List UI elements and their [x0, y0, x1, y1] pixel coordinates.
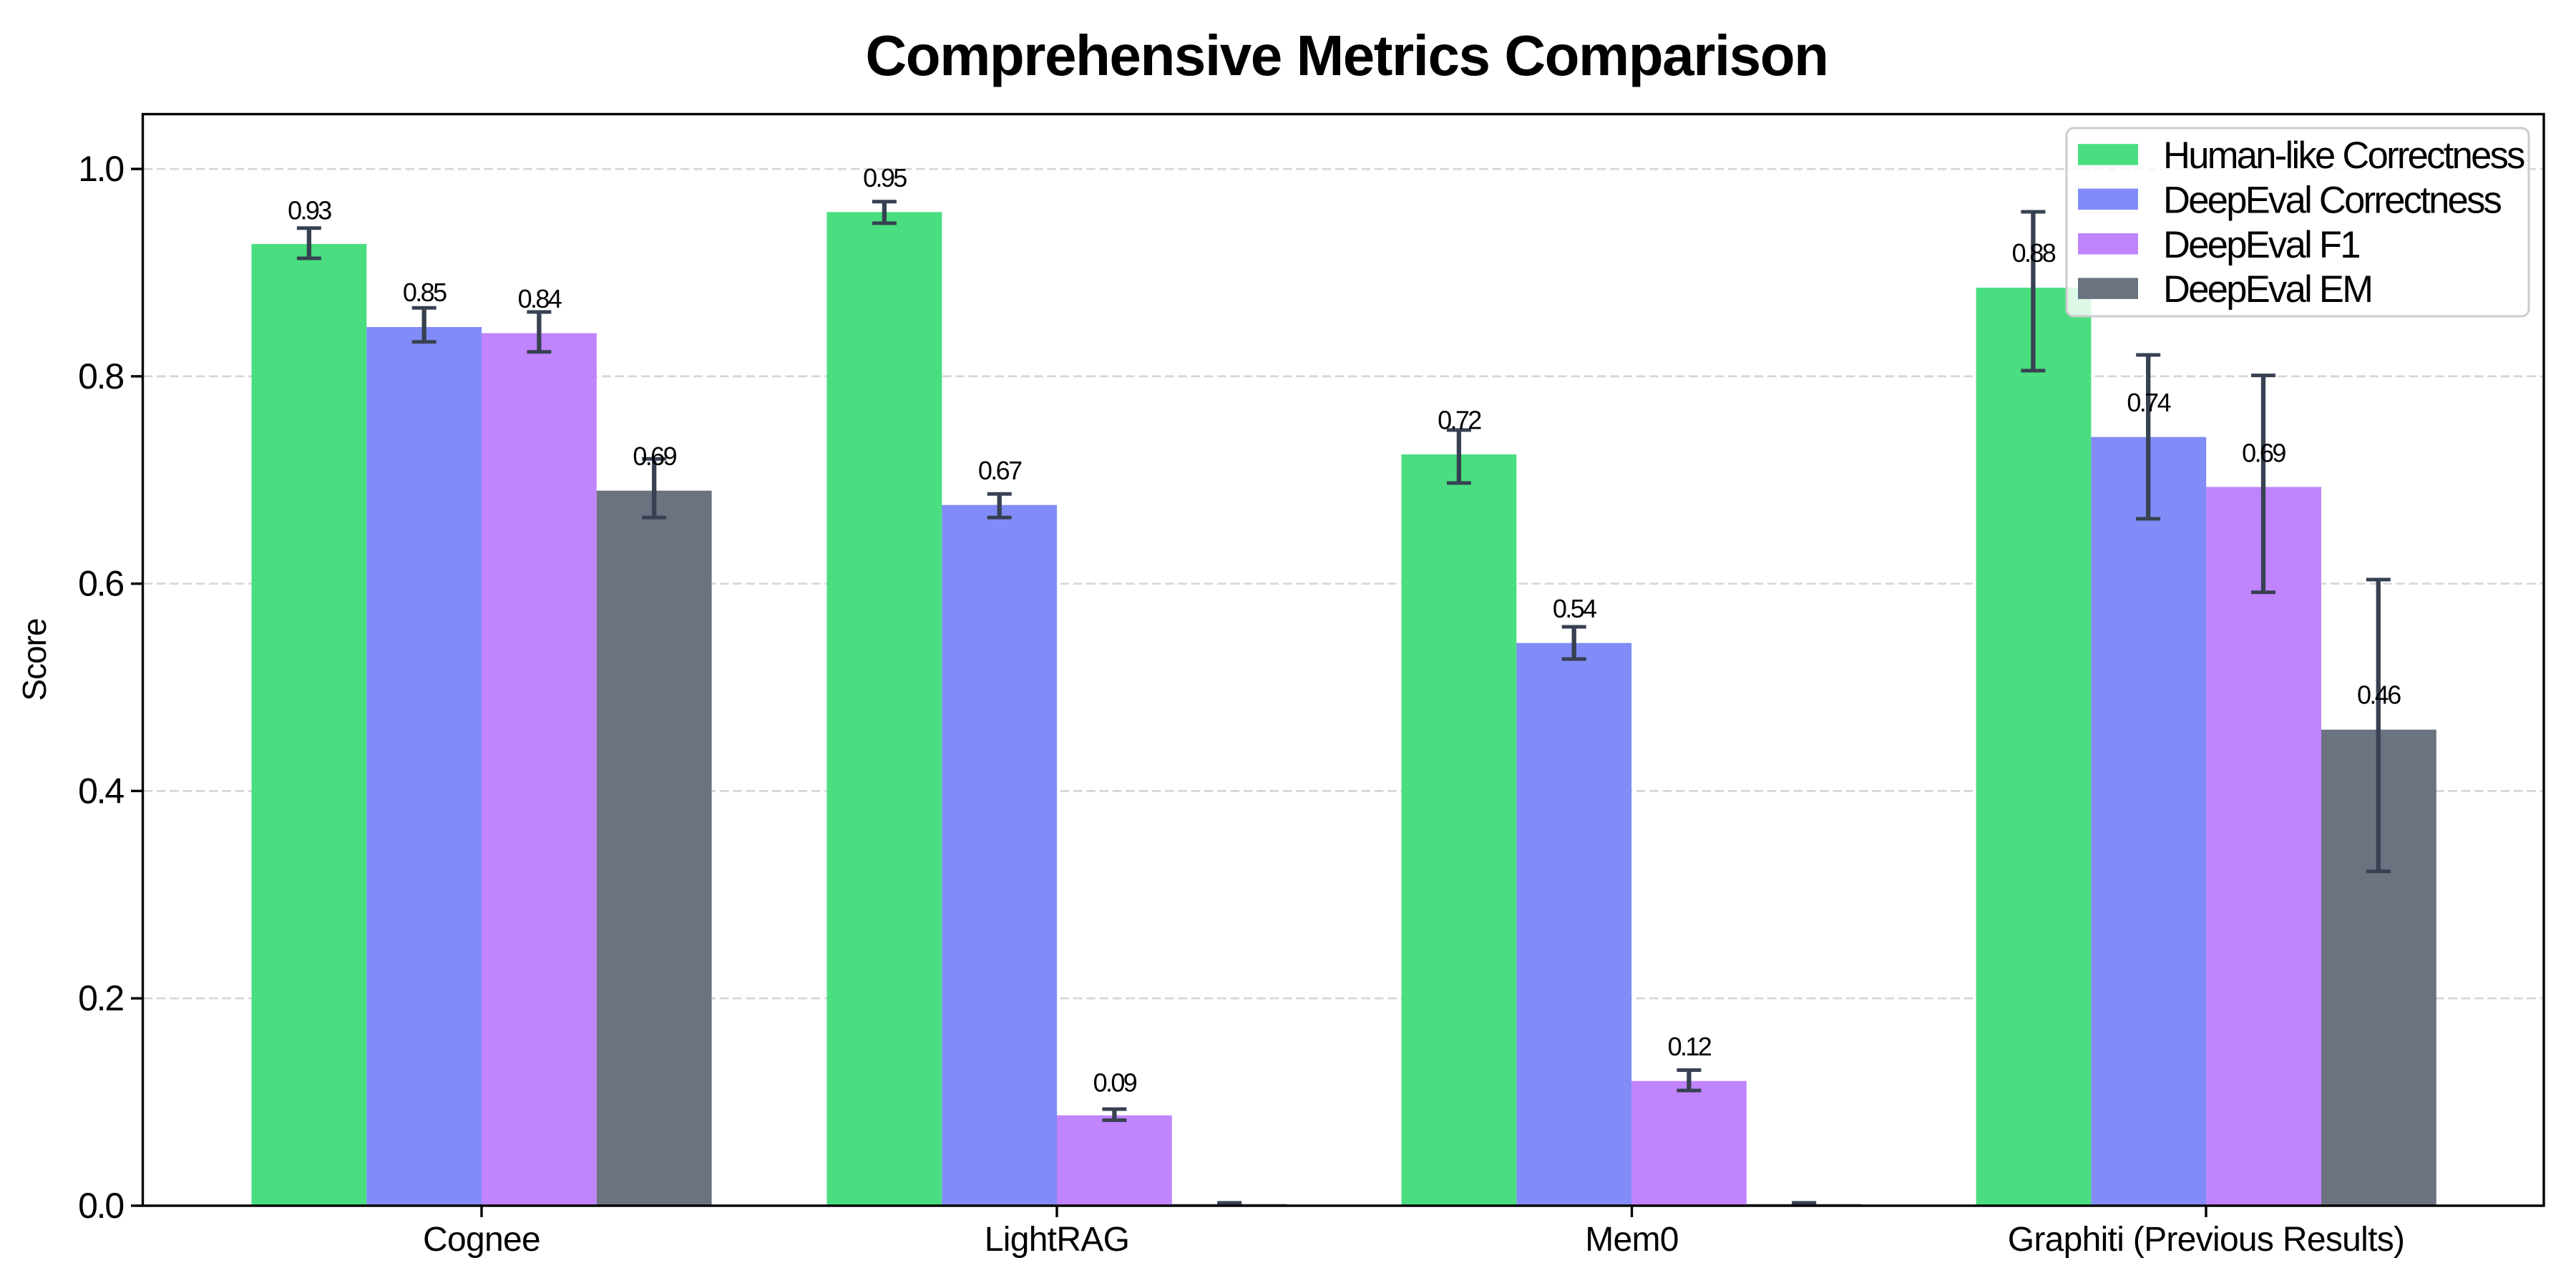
svg-text:DeepEval F1: DeepEval F1: [2163, 224, 2359, 266]
svg-text:0.74: 0.74: [2127, 388, 2170, 417]
svg-text:0.84: 0.84: [518, 284, 562, 313]
svg-text:0.67: 0.67: [978, 456, 1022, 485]
svg-text:0.54: 0.54: [1553, 594, 1596, 623]
svg-text:LightRAG: LightRAG: [985, 1221, 1130, 1259]
svg-text:Mem0: Mem0: [1585, 1221, 1679, 1259]
svg-text:0.4: 0.4: [78, 771, 124, 811]
svg-text:0.12: 0.12: [1668, 1032, 1712, 1061]
svg-text:0.46: 0.46: [2357, 680, 2401, 710]
svg-text:0.0: 0.0: [78, 1186, 123, 1226]
svg-text:0.69: 0.69: [633, 441, 676, 471]
svg-text:1.0: 1.0: [78, 149, 123, 189]
svg-text:Human-like Correctness: Human-like Correctness: [2163, 135, 2524, 177]
svg-text:Score: Score: [16, 618, 53, 701]
svg-text:DeepEval Correctness: DeepEval Correctness: [2163, 179, 2502, 221]
svg-text:Comprehensive Metrics Comparis: Comprehensive Metrics Comparison: [865, 24, 1828, 87]
svg-text:0.6: 0.6: [78, 564, 123, 604]
svg-text:0.95: 0.95: [863, 163, 907, 192]
svg-text:Graphiti (Previous Results): Graphiti (Previous Results): [2008, 1221, 2405, 1259]
svg-text:0.93: 0.93: [288, 196, 331, 225]
svg-text:0.88: 0.88: [2012, 238, 2056, 268]
svg-text:Cognee: Cognee: [423, 1221, 540, 1259]
svg-text:0.85: 0.85: [403, 278, 447, 307]
svg-text:0.72: 0.72: [1438, 406, 1481, 435]
svg-text:0.69: 0.69: [2242, 439, 2285, 468]
svg-text:DeepEval EM: DeepEval EM: [2163, 268, 2371, 311]
svg-text:0.2: 0.2: [78, 978, 123, 1018]
svg-text:0.09: 0.09: [1093, 1068, 1137, 1098]
svg-text:0.8: 0.8: [78, 356, 123, 396]
